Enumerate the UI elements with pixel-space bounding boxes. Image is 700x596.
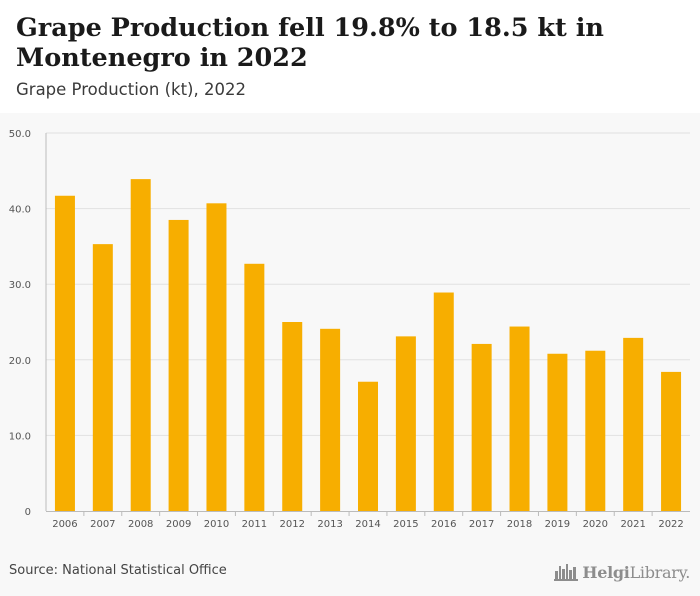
y-tick-label: 20.0 (9, 356, 31, 367)
bar (282, 322, 303, 511)
bar (433, 292, 454, 511)
x-tick-label: 2008 (128, 519, 153, 530)
bar (54, 195, 75, 512)
x-tick-label: 2014 (355, 519, 380, 530)
x-tick-label: 2022 (658, 519, 683, 530)
x-tick-label: 2021 (620, 519, 645, 530)
x-tick-label: 2010 (204, 519, 229, 530)
bar-chart: 0 10.0 20.0 30.0 40.0 50.0 2006 2007 2008 2009 201… (9, 129, 690, 530)
bar (206, 203, 227, 512)
y-tick-label: 40.0 (9, 205, 31, 216)
bar (130, 179, 151, 511)
x-tick-label: 2015 (393, 519, 418, 530)
bar (661, 371, 682, 511)
bar (395, 336, 416, 511)
brand-name: HelgiLibrary. (582, 562, 690, 582)
y-tick-label: 0 (25, 507, 31, 518)
x-tick-label: 2020 (583, 519, 608, 530)
x-tick-label: 2017 (469, 519, 494, 530)
bar (244, 263, 265, 511)
x-tick-label: 2007 (90, 519, 115, 530)
x-tick-label: 2018 (507, 519, 532, 530)
x-tick-label: 2013 (317, 519, 342, 530)
bar (509, 326, 530, 511)
brand-logo[interactable]: HelgiLibrary. (554, 561, 690, 583)
bar (585, 350, 606, 511)
chart-subtitle: Grape Production (kt), 2022 (16, 80, 246, 99)
bar (320, 328, 341, 511)
x-tick-label: 2006 (52, 519, 77, 530)
bar (92, 244, 113, 511)
bar (547, 353, 568, 511)
bar (471, 343, 492, 511)
header: Grape Production fell 19.8% to 18.5 kt i… (0, 0, 700, 113)
chart-area (0, 113, 700, 596)
x-tick-label: 2009 (166, 519, 191, 530)
bar (168, 219, 189, 511)
y-tick-label: 30.0 (9, 280, 31, 291)
x-tick-label: 2012 (280, 519, 305, 530)
skyline-icon (554, 564, 579, 581)
page-title: Grape Production fell 19.8% to 18.5 kt i… (16, 13, 604, 73)
y-tick-label: 10.0 (9, 431, 31, 442)
source-note: Source: National Statistical Office (9, 563, 227, 578)
bar (358, 381, 378, 511)
bar (623, 337, 644, 511)
x-tick-label: 2016 (431, 519, 456, 530)
y-tick-label: 50.0 (9, 129, 31, 140)
x-tick-label: 2019 (545, 519, 570, 530)
x-tick-label: 2011 (242, 519, 267, 530)
